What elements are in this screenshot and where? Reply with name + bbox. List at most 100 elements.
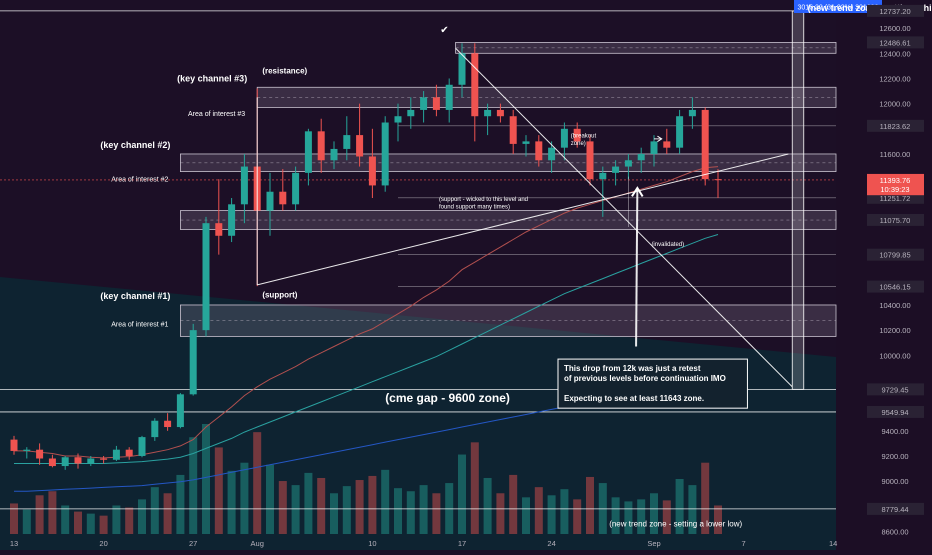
candle <box>612 160 620 186</box>
trendlines-layer <box>256 47 793 388</box>
candle-body <box>228 204 236 236</box>
candle-body <box>279 191 287 205</box>
volume-bar <box>10 503 18 534</box>
candle <box>304 128 312 186</box>
volume-bar <box>432 493 441 534</box>
candle <box>509 109 517 154</box>
candle-body <box>176 394 184 428</box>
x-tick-label: 27 <box>189 539 197 548</box>
volume-bar <box>573 499 582 534</box>
zone-sublabel: Area of interest #3 <box>188 111 245 118</box>
candle-body <box>394 116 402 123</box>
volume-bar <box>163 493 172 534</box>
volume-bar <box>624 501 633 534</box>
volume-bar <box>547 495 556 534</box>
candle-body <box>599 172 607 180</box>
zone-sublabel: Area of interest #1 <box>111 321 168 328</box>
trendline <box>455 47 793 388</box>
candle <box>343 116 351 161</box>
candle-body <box>240 166 248 205</box>
arrow-head <box>657 135 663 142</box>
candle <box>228 198 236 243</box>
candle <box>688 97 696 129</box>
y-tick-label: 8779.44 <box>881 505 908 514</box>
candle-body <box>87 458 95 464</box>
candle-body <box>688 109 696 117</box>
y-tick-label: 8600.00 <box>881 527 908 536</box>
candle <box>240 153 248 224</box>
annotation-text: (support - wicked to this level and <box>439 197 528 203</box>
y-tick-label: 11075.70 <box>880 216 911 225</box>
candle <box>381 116 389 192</box>
volume-bar <box>189 437 198 534</box>
volume-bar <box>150 487 159 534</box>
volume-bar <box>458 454 466 534</box>
countdown-tag <box>867 183 924 196</box>
annotation-text: (new trend zone - setting a lower low) <box>609 519 742 528</box>
x-tick-label: 13 <box>10 539 18 548</box>
arrow-head <box>631 186 644 197</box>
annotation-text: (cme gap - 9600 zone) <box>385 391 510 405</box>
candle-body <box>573 128 581 142</box>
x-tick-label: 20 <box>99 539 107 548</box>
x-tick-label: 7 <box>742 539 746 548</box>
x-tick-label: Aug <box>251 539 264 548</box>
candle <box>61 455 69 470</box>
volume-bar <box>342 486 351 534</box>
annotation-text: (resistance) <box>262 66 307 75</box>
volume-bar <box>355 480 364 534</box>
y-tick-label: 11823.62 <box>880 122 911 131</box>
candle <box>87 455 95 467</box>
candle-body <box>304 131 312 173</box>
x-tick-label: Sep <box>647 539 660 548</box>
volume-bar <box>240 462 249 534</box>
volume-bar <box>214 447 223 534</box>
volume-bar <box>394 488 402 534</box>
candle-body <box>215 223 223 236</box>
volume-bar <box>586 476 594 534</box>
moving-average-line <box>14 166 719 459</box>
candle <box>10 435 18 455</box>
volume-bar <box>125 507 134 534</box>
candle-body <box>330 148 338 161</box>
candle <box>445 78 453 123</box>
candle <box>701 107 709 186</box>
volume-bar <box>86 513 95 534</box>
y-tick-bg <box>867 383 924 396</box>
volume-bar <box>138 499 146 534</box>
y-tick-bg <box>867 4 924 17</box>
candle-body <box>100 458 108 460</box>
candle <box>279 169 287 211</box>
candle-body <box>471 53 479 117</box>
volume-bar <box>35 495 44 534</box>
lower-background-band <box>0 277 836 550</box>
volume-bar <box>253 432 262 534</box>
volume-bar <box>650 493 658 534</box>
y-tick-label: 10000.00 <box>879 351 910 360</box>
candle <box>496 103 504 123</box>
candle <box>23 447 31 459</box>
volume-bar <box>48 491 57 534</box>
y-tick-label: 12400.00 <box>879 49 910 58</box>
y-tick-label: 12737.20 <box>879 7 910 16</box>
candle-body <box>637 153 645 161</box>
y-tick-bg <box>867 119 924 132</box>
candle-body <box>317 131 325 161</box>
candle <box>714 169 722 199</box>
candle-body <box>74 457 82 464</box>
candle <box>151 418 159 441</box>
candle <box>573 122 581 148</box>
candle-body <box>10 439 18 451</box>
zone-box <box>455 42 837 54</box>
candle <box>522 135 530 157</box>
volume-bar <box>330 493 338 534</box>
candle <box>599 166 607 217</box>
volume-bar <box>688 485 697 534</box>
price-axis-panel <box>836 0 932 550</box>
candle-body <box>548 147 556 161</box>
last-price-label: 11393.76 <box>880 176 911 185</box>
annotation-text: zone) <box>571 141 586 147</box>
zone-sublabel: Area of interest #2 <box>111 177 168 184</box>
candle-body <box>164 420 172 428</box>
